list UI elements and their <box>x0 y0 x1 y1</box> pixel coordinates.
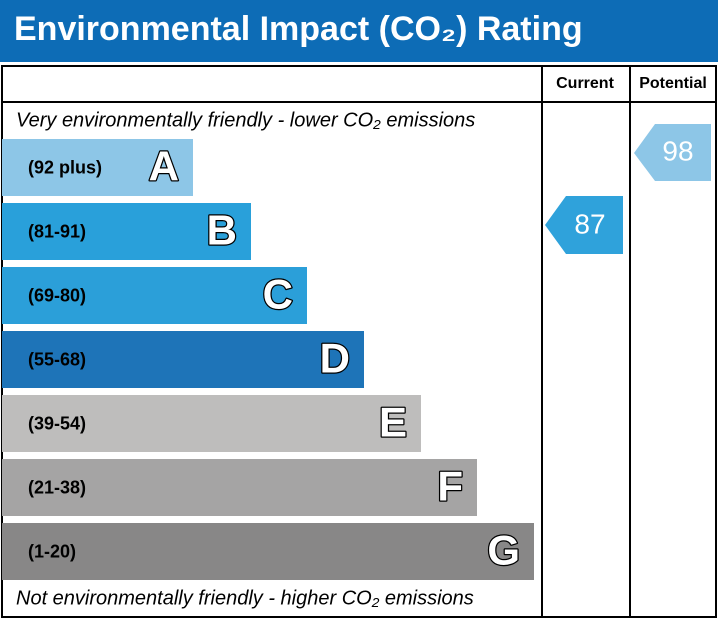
band-range: (21-38) <box>28 477 86 497</box>
band-bar <box>2 267 307 324</box>
band-letter: C <box>263 271 293 318</box>
header-bar <box>0 0 718 62</box>
band-letter: E <box>379 399 407 446</box>
current-arrow <box>545 196 623 254</box>
band-bar <box>2 139 193 196</box>
current-score: 87 <box>574 208 605 239</box>
column-header: Current <box>556 75 614 92</box>
column-header: Potential <box>639 75 707 92</box>
band-bar <box>2 331 364 388</box>
band-range: (55-68) <box>28 349 86 369</box>
potential-arrow <box>634 124 711 181</box>
band-bar <box>2 459 477 516</box>
band-letter: F <box>437 463 463 510</box>
band-range: (1-20) <box>28 541 76 561</box>
band-letter: D <box>320 335 350 382</box>
title: Environmental Impact (CO₂) Rating <box>14 10 583 48</box>
band-range: (92 plus) <box>28 157 102 177</box>
potential-score: 98 <box>662 135 693 166</box>
band-letter: G <box>487 527 520 574</box>
band-range: (69-80) <box>28 285 86 305</box>
band-range: (81-91) <box>28 221 86 241</box>
band-letter: A <box>149 143 179 190</box>
band-bar <box>2 203 251 260</box>
top-note: Very environmentally friendly - lower CO… <box>16 109 475 131</box>
band-letter: B <box>207 207 237 254</box>
band-bar <box>2 523 534 580</box>
bottom-note: Not environmentally friendly - higher CO… <box>16 587 474 609</box>
band-bar <box>2 395 421 452</box>
band-range: (39-54) <box>28 413 86 433</box>
